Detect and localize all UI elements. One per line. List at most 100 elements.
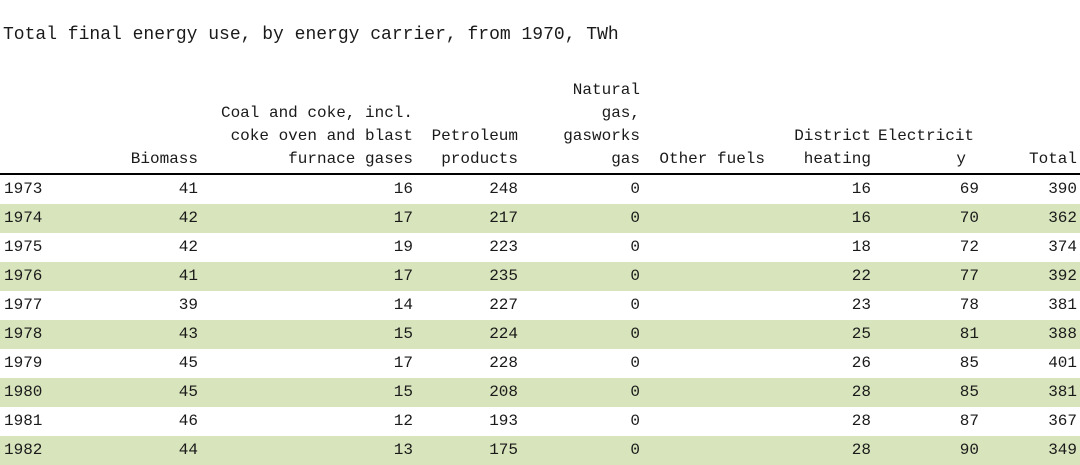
col-header-other-fuels: Other fuels — [647, 79, 772, 175]
header-row: Biomass Coal and coke, incl. coke oven a… — [0, 79, 1080, 175]
cell-petroleum-products: 223 — [489, 238, 518, 256]
cell-natural-gas: 0 — [525, 378, 647, 407]
cell-coal-and-coke: 15 — [205, 378, 420, 407]
cell-year: 1981 — [4, 412, 43, 430]
cell-coal-and-coke: 17 — [393, 354, 413, 372]
cell-district-heating: 28 — [772, 436, 878, 465]
cell-biomass: 43 — [60, 320, 205, 349]
cell-biomass: 41 — [60, 262, 205, 291]
cell-coal-and-coke: 19 — [393, 238, 413, 256]
col-header-biomass: Biomass — [60, 79, 205, 175]
cell-total: 401 — [1048, 354, 1077, 372]
table-row: 1977 39 14 227 0 23 78 381 — [0, 291, 1080, 320]
cell-year: 1982 — [0, 436, 60, 465]
page-title: Total final energy use, by energy carrie… — [3, 25, 619, 45]
cell-other-fuels — [647, 174, 772, 204]
table-row: 1976 41 17 235 0 22 77 392 — [0, 262, 1080, 291]
cell-total: 367 — [1048, 412, 1077, 430]
energy-use-table: Biomass Coal and coke, incl. coke oven a… — [0, 79, 1080, 465]
cell-year: 1975 — [4, 238, 43, 256]
cell-other-fuels — [647, 204, 772, 233]
cell-natural-gas: 0 — [630, 412, 640, 430]
cell-electricity: 72 — [959, 238, 979, 256]
cell-electricity: 70 — [878, 204, 986, 233]
cell-total: 381 — [1048, 296, 1077, 314]
cell-biomass: 41 — [178, 180, 198, 198]
cell-coal-and-coke: 16 — [393, 180, 413, 198]
cell-natural-gas: 0 — [525, 262, 647, 291]
table-row: 1975 42 19 223 0 18 72 374 — [0, 233, 1080, 262]
col-header-natural-gas: Natural gas, gasworks gas — [525, 79, 647, 175]
cell-petroleum-products: 228 — [489, 354, 518, 372]
table-row: 1980 45 15 208 0 28 85 381 — [0, 378, 1080, 407]
cell-other-fuels — [647, 407, 772, 436]
cell-total: 349 — [986, 436, 1080, 465]
cell-total: 381 — [986, 378, 1080, 407]
cell-natural-gas: 0 — [630, 238, 640, 256]
cell-petroleum-products: 227 — [489, 296, 518, 314]
table-row: 1979 45 17 228 0 26 85 401 — [0, 349, 1080, 378]
table-header: Biomass Coal and coke, incl. coke oven a… — [0, 79, 1080, 175]
cell-coal-and-coke: 17 — [205, 204, 420, 233]
cell-petroleum-products: 224 — [420, 320, 525, 349]
cell-natural-gas: 0 — [525, 436, 647, 465]
cell-year: 1980 — [0, 378, 60, 407]
cell-coal-and-coke: 15 — [205, 320, 420, 349]
col-header-year — [0, 79, 60, 175]
cell-electricity: 90 — [878, 436, 986, 465]
cell-district-heating: 28 — [851, 412, 871, 430]
cell-biomass: 39 — [178, 296, 198, 314]
cell-district-heating: 28 — [772, 378, 878, 407]
table-row: 1973 41 16 248 0 16 69 390 — [0, 174, 1080, 204]
cell-year: 1977 — [4, 296, 43, 314]
cell-biomass: 42 — [178, 238, 198, 256]
cell-biomass: 46 — [178, 412, 198, 430]
spreadsheet-view: Total final energy use, by energy carrie… — [0, 25, 1080, 465]
col-header-coal-and-coke: Coal and coke, incl. coke oven and blast… — [205, 79, 420, 175]
cell-natural-gas: 0 — [525, 204, 647, 233]
cell-district-heating: 26 — [851, 354, 871, 372]
cell-petroleum-products: 175 — [420, 436, 525, 465]
cell-coal-and-coke: 17 — [205, 262, 420, 291]
cell-biomass: 45 — [178, 354, 198, 372]
table-body: 1973 41 16 248 0 16 69 390 1974 42 17 217 0 16 70 362 19… — [0, 174, 1080, 465]
cell-other-fuels — [647, 320, 772, 349]
table-row: 1982 44 13 175 0 28 90 349 — [0, 436, 1080, 465]
cell-total: 374 — [1048, 238, 1077, 256]
cell-electricity: 81 — [878, 320, 986, 349]
cell-total: 388 — [986, 320, 1080, 349]
cell-total: 390 — [1048, 180, 1077, 198]
cell-biomass: 44 — [60, 436, 205, 465]
cell-district-heating: 18 — [851, 238, 871, 256]
cell-other-fuels — [647, 436, 772, 465]
cell-district-heating: 25 — [772, 320, 878, 349]
cell-petroleum-products: 235 — [420, 262, 525, 291]
cell-biomass: 42 — [60, 204, 205, 233]
cell-electricity: 77 — [878, 262, 986, 291]
table-row: 1981 46 12 193 0 28 87 367 — [0, 407, 1080, 436]
cell-natural-gas: 0 — [525, 320, 647, 349]
cell-district-heating: 16 — [851, 180, 871, 198]
cell-other-fuels — [647, 378, 772, 407]
cell-year: 1974 — [0, 204, 60, 233]
cell-natural-gas: 0 — [630, 180, 640, 198]
cell-year: 1978 — [0, 320, 60, 349]
cell-district-heating: 23 — [851, 296, 871, 314]
cell-total: 362 — [986, 204, 1080, 233]
cell-petroleum-products: 208 — [420, 378, 525, 407]
table-row: 1978 43 15 224 0 25 81 388 — [0, 320, 1080, 349]
cell-other-fuels — [647, 349, 772, 378]
cell-year: 1979 — [4, 354, 43, 372]
cell-total: 392 — [986, 262, 1080, 291]
cell-biomass: 45 — [60, 378, 205, 407]
cell-electricity: 85 — [959, 354, 979, 372]
col-header-petroleum-products: Petroleum products — [420, 79, 525, 175]
cell-other-fuels — [647, 291, 772, 320]
cell-petroleum-products: 217 — [420, 204, 525, 233]
col-header-electricity: Electricit y — [878, 79, 986, 175]
cell-year: 1973 — [4, 180, 43, 198]
cell-petroleum-products: 248 — [489, 180, 518, 198]
cell-other-fuels — [647, 262, 772, 291]
cell-petroleum-products: 193 — [489, 412, 518, 430]
cell-natural-gas: 0 — [630, 354, 640, 372]
